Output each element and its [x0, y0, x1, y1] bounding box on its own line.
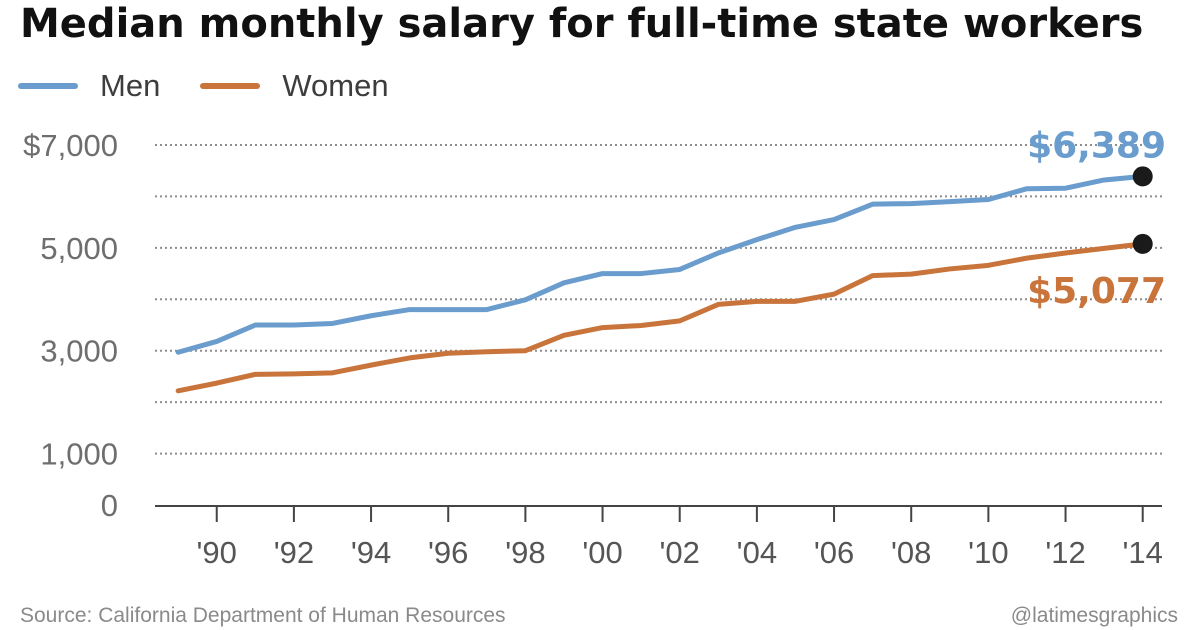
x-tick-label: '00 [582, 535, 622, 570]
value-label-women: $5,077 [1027, 271, 1166, 312]
x-tick-label: '04 [737, 535, 777, 570]
x-tick-label: '92 [274, 535, 314, 570]
legend-label-women: Women [282, 68, 389, 103]
x-tick-label: '96 [428, 535, 468, 570]
credit-note: @latimesgraphics [1010, 604, 1178, 627]
value-label-men: $6,389 [1027, 125, 1166, 166]
x-tick-label: '14 [1123, 535, 1163, 570]
x-tick-label: '98 [505, 535, 545, 570]
x-tick-label: '02 [660, 535, 700, 570]
x-tick-label: '06 [814, 535, 854, 570]
y-tick-label: 0 [101, 488, 118, 523]
x-tick-label: '12 [1045, 535, 1085, 570]
source-note: Source: California Department of Human R… [20, 604, 506, 627]
legend-item-men: Men [18, 68, 160, 104]
series-line-men [175, 173, 1146, 355]
x-tick-label: '94 [351, 535, 391, 570]
legend-swatch-men [18, 83, 78, 89]
legend: Men Women [18, 66, 429, 106]
x-tick-label: '08 [891, 535, 931, 570]
y-tick-label: $7,000 [23, 128, 118, 163]
endpoint-marker-women [1132, 233, 1153, 254]
x-tick-label: '90 [197, 535, 237, 570]
legend-swatch-women [200, 83, 261, 89]
x-tick-label: '10 [968, 535, 1008, 570]
chart-title: Median monthly salary for full-time stat… [20, 1, 1144, 47]
y-tick-label: 3,000 [40, 334, 118, 369]
legend-item-women: Women [200, 68, 389, 104]
y-tick-label: 1,000 [40, 437, 118, 472]
y-tick-label: 5,000 [40, 231, 118, 266]
legend-label-men: Men [100, 68, 161, 103]
endpoint-marker-men [1132, 166, 1153, 187]
series-line-women [175, 241, 1146, 394]
